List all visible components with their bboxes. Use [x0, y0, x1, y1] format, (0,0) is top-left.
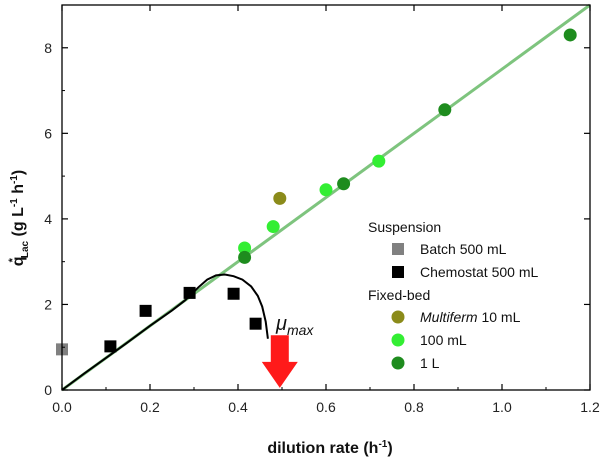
x-tick-label: 0.2 [140, 399, 160, 415]
mu-max-arrow [261, 335, 298, 388]
x-axis-title: dilution rate (h-1) [267, 439, 392, 457]
ml100-point [319, 183, 333, 197]
ml100-point [238, 241, 252, 255]
fit-curve [61, 273, 269, 391]
legend: Suspension Batch 500 mL Chemostat 500 mL Fi… [368, 219, 538, 371]
x-tick-label: 1.0 [492, 399, 512, 415]
x-tick-label: 1.2 [580, 399, 600, 415]
chemostat-point [139, 304, 152, 317]
chemostat-point [104, 340, 117, 353]
legend-batch-label: Batch 500 mL [420, 241, 507, 257]
l1-point [438, 103, 452, 117]
l1-point [238, 250, 252, 264]
legend-batch-marker [392, 243, 404, 255]
x-tick-label: 0.8 [404, 399, 424, 415]
y-tick-label: 8 [44, 40, 52, 56]
legend-ml100-label: 100 mL [420, 332, 467, 348]
l1-point [337, 177, 351, 191]
legend-chemostat-marker [392, 266, 404, 278]
legend-multiferm-label: Multiferm 10 mL [420, 309, 521, 325]
y-axis-title: q*Lac (g L-1 h-1) [7, 170, 31, 266]
x-tick-label: 0.6 [316, 399, 336, 415]
mu-max-annotation: μmax [275, 313, 314, 338]
legend-chemostat-label: Chemostat 500 mL [420, 264, 538, 280]
legend-l1-label: 1 L [420, 355, 440, 371]
legend-l1-marker [391, 356, 405, 370]
axes: 0.0 0.2 0.4 0.6 0.8 1.0 1.2 0 2 4 6 8 [44, 4, 600, 415]
mu-max-label: μmax [275, 313, 314, 338]
plot-area [61, 3, 591, 392]
multiferm-point [273, 191, 287, 205]
l1-point [563, 28, 577, 42]
legend-label-rest: 10 mL [478, 309, 521, 325]
legend-label-italic: Multiferm [420, 309, 478, 325]
legend-ml100-marker [391, 333, 405, 347]
ml100-point [266, 220, 280, 234]
ml100-point [372, 154, 386, 168]
y-tick-label: 4 [44, 211, 52, 227]
chemostat-point [227, 287, 240, 300]
x-tick-label: 0.0 [52, 399, 72, 415]
legend-group-title: Suspension [368, 219, 441, 235]
legend-group-title: Fixed-bed [368, 287, 430, 303]
y-tick-label: 2 [44, 296, 52, 312]
y-tick-label: 6 [44, 125, 52, 141]
data-marks [56, 28, 577, 356]
legend-multiferm-marker [391, 310, 405, 324]
x-tick-label: 0.4 [228, 399, 248, 415]
chemostat-point [183, 286, 196, 299]
y-tick-label: 0 [44, 382, 52, 398]
chemostat-point [249, 317, 262, 330]
